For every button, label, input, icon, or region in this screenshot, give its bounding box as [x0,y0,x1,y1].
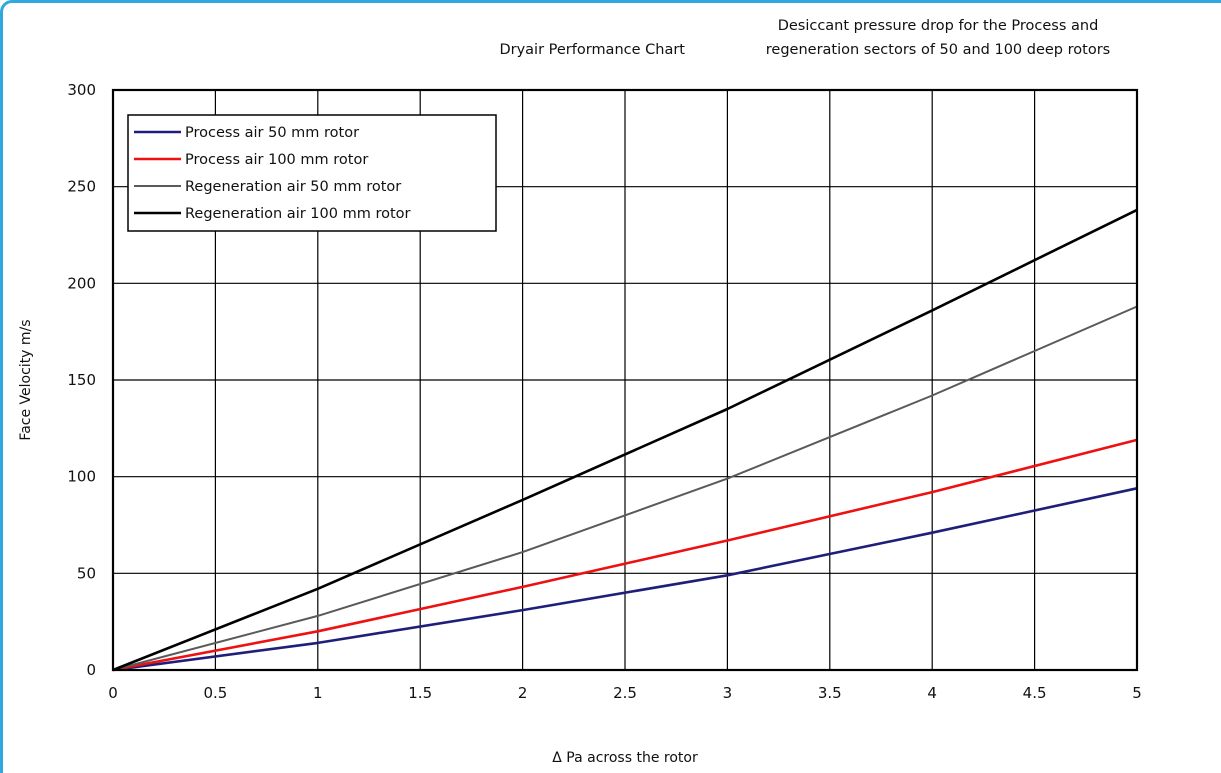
legend-label-4: Regeneration air 100 mm rotor [185,206,411,222]
x-axis-label: Δ Pa across the rotor [552,750,698,766]
chart-title: Dryair Performance Chart [499,42,685,58]
y-tick-labels: 0 50 100 150 200 250 300 [67,81,96,679]
y-tick-label: 100 [67,468,96,486]
y-tick-label: 50 [77,564,96,582]
x-tick-label: 0 [108,684,118,702]
y-axis-label: Face Velocity m/s [18,319,34,440]
legend-label-2: Process air 100 mm rotor [185,152,368,168]
x-tick-labels: 0 0.5 1 1.5 2 2.5 3 3.5 4 4.5 5 [108,684,1142,702]
x-tick-label: 5 [1132,684,1142,702]
legend-label-3: Regeneration air 50 mm rotor [185,179,401,195]
x-tick-label: 3.5 [818,684,842,702]
x-tick-label: 1 [313,684,323,702]
x-tick-label: 2 [518,684,528,702]
x-tick-label: 4 [927,684,937,702]
y-tick-label: 0 [86,661,96,679]
x-tick-label: 2.5 [613,684,637,702]
y-tick-label: 250 [67,178,96,196]
legend: Process air 50 mm rotor Process air 100 m… [127,114,497,232]
x-tick-label: 0.5 [203,684,227,702]
x-tick-label: 1.5 [408,684,432,702]
series-line-3 [112,305,1138,671]
series-lines [112,208,1138,672]
legend-box [127,114,497,232]
y-tick-label: 200 [67,274,96,292]
x-tick-label: 4.5 [1023,684,1047,702]
legend-label-1: Process air 50 mm rotor [185,125,359,141]
series-line-2 [112,438,1138,672]
y-tick-label: 150 [67,371,96,389]
y-tick-label: 300 [67,81,96,99]
series-line-1 [112,487,1138,672]
series-line-4 [112,208,1138,672]
plot-border [111,88,1139,672]
x-tick-label: 3 [723,684,733,702]
chart-subtitle-line-1: Desiccant pressure drop for the Process … [778,18,1099,34]
chart-subtitle-line-2: regeneration sectors of 50 and 100 deep … [766,42,1110,58]
